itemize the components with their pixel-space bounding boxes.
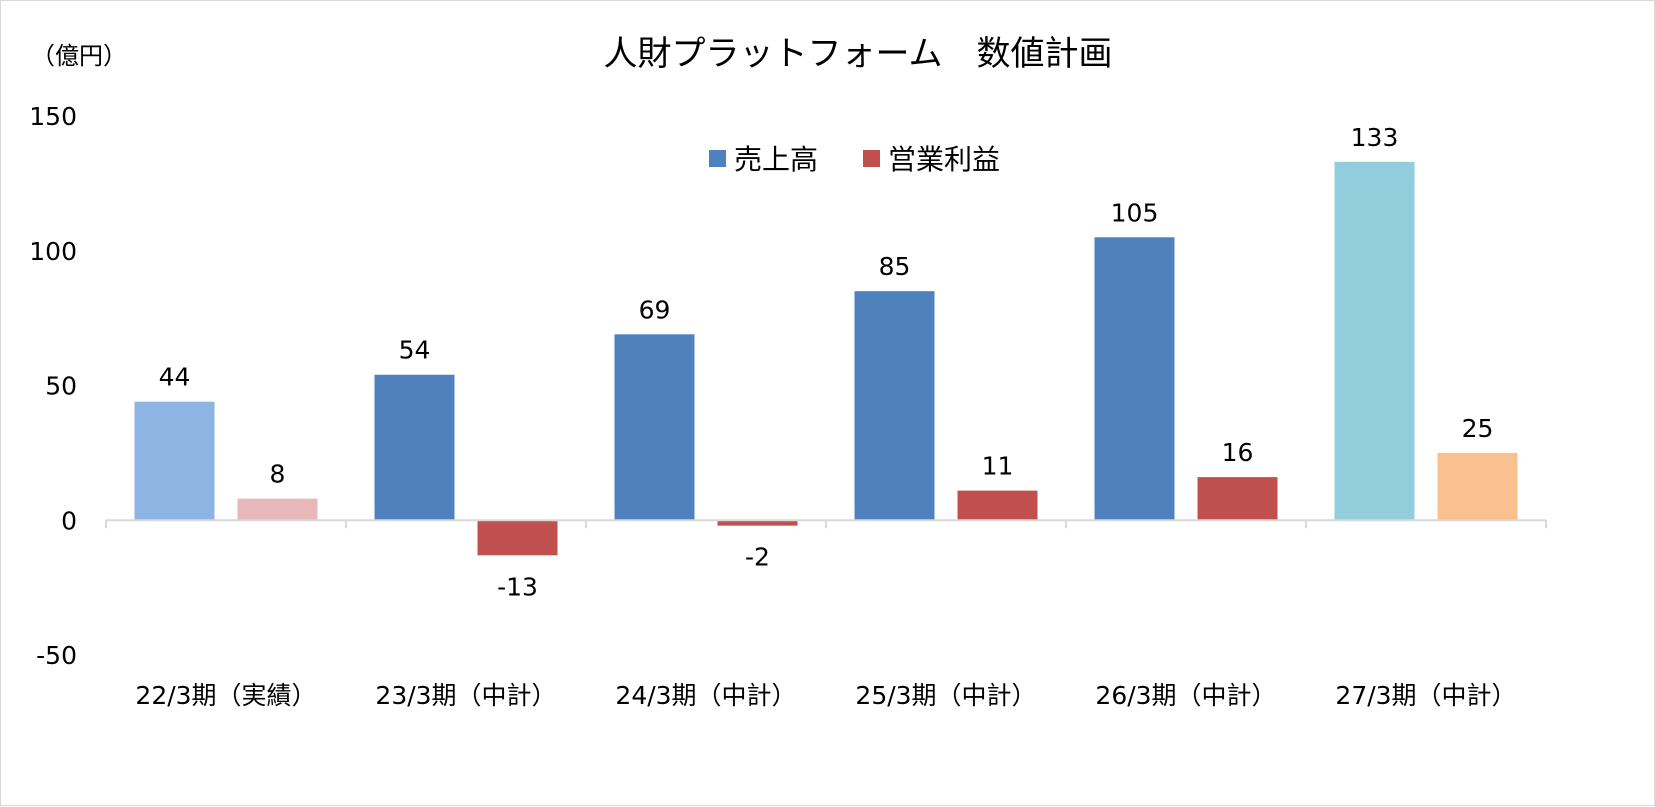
bar-operating-profit bbox=[717, 520, 798, 526]
bar-operating-profit bbox=[1197, 477, 1278, 521]
bar-operating-profit bbox=[237, 498, 318, 521]
data-label: 85 bbox=[879, 252, 911, 281]
data-label: 105 bbox=[1111, 198, 1159, 227]
category-label: 24/3期（中計） bbox=[615, 681, 796, 710]
category-label: 22/3期（実績） bbox=[135, 681, 316, 710]
data-label: -2 bbox=[745, 543, 770, 572]
data-label: -13 bbox=[497, 572, 538, 601]
y-axis: 150 100 50 0 -50 bbox=[29, 102, 77, 670]
bar-operating-profit bbox=[1437, 452, 1518, 521]
legend-swatch bbox=[709, 150, 726, 167]
x-axis: 22/3期（実績） 23/3期（中計） 24/3期（中計） 25/3期（中計） 26/3… bbox=[105, 519, 1547, 710]
y-tick-label: 100 bbox=[29, 237, 77, 266]
legend: 売上高 営業利益 bbox=[709, 143, 1000, 176]
bar-operating-profit bbox=[957, 490, 1038, 521]
y-tick-label: 50 bbox=[45, 372, 77, 401]
bar-sales bbox=[374, 374, 455, 521]
bar-sales bbox=[134, 401, 215, 521]
data-label: 54 bbox=[399, 336, 431, 365]
bar-sales bbox=[614, 334, 695, 521]
data-label: 44 bbox=[159, 363, 191, 392]
data-label: 133 bbox=[1351, 123, 1399, 152]
data-label: 25 bbox=[1462, 414, 1494, 443]
bar-operating-profit bbox=[477, 520, 558, 556]
bar-sales bbox=[854, 291, 935, 521]
bars bbox=[134, 161, 1518, 556]
y-tick-label: -50 bbox=[36, 641, 77, 670]
legend-label: 売上高 bbox=[734, 143, 818, 176]
legend-label: 営業利益 bbox=[888, 143, 1000, 176]
category-label: 25/3期（中計） bbox=[855, 681, 1036, 710]
bar-sales bbox=[1094, 237, 1175, 521]
data-label: 69 bbox=[639, 295, 671, 324]
unit-label: （億円） bbox=[31, 42, 127, 70]
y-tick-label: 0 bbox=[61, 506, 77, 535]
category-label: 26/3期（中計） bbox=[1095, 681, 1276, 710]
data-labels: 44 8 54 -13 69 -2 85 11 105 16 133 25 bbox=[159, 123, 1494, 601]
data-label: 11 bbox=[982, 452, 1014, 481]
bar-sales bbox=[1334, 161, 1415, 521]
legend-swatch bbox=[863, 150, 880, 167]
category-label: 27/3期（中計） bbox=[1335, 681, 1516, 710]
category-label: 23/3期（中計） bbox=[375, 681, 556, 710]
chart-title: 人財プラットフォーム 数値計画 bbox=[604, 34, 1113, 74]
data-label: 16 bbox=[1222, 438, 1254, 467]
y-tick-label: 150 bbox=[29, 102, 77, 131]
data-label: 8 bbox=[270, 460, 286, 489]
